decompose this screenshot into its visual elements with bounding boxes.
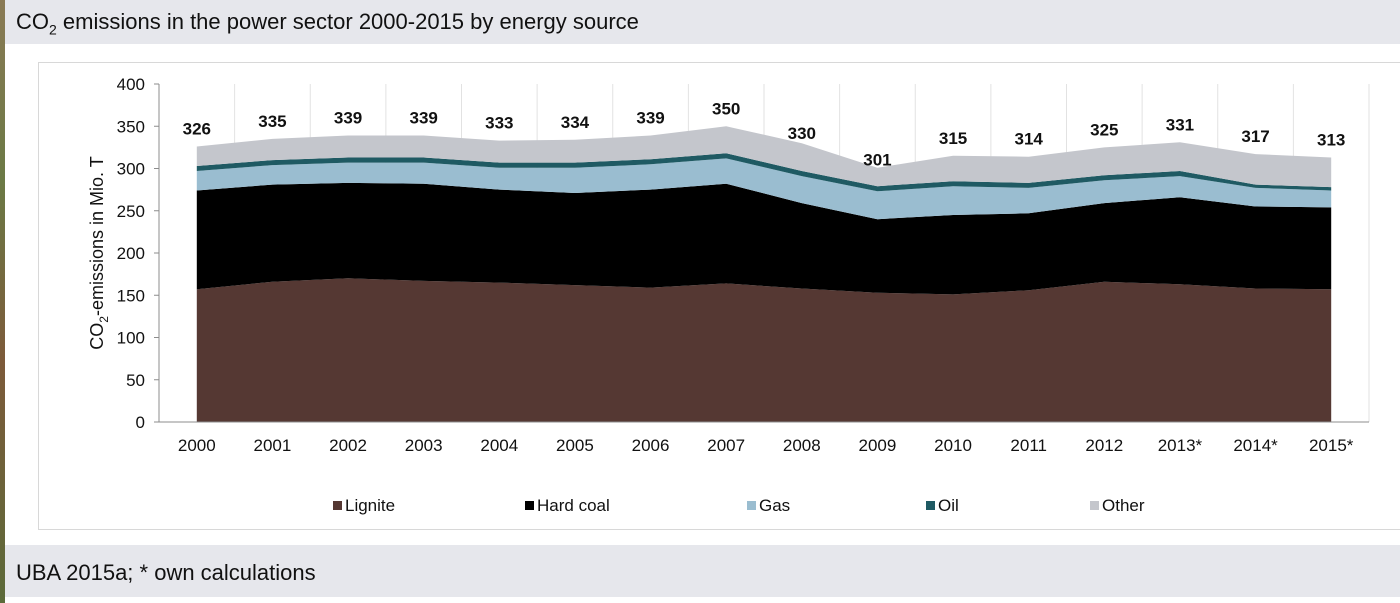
left-decoration-strip [0, 0, 5, 603]
total-label: 314 [1015, 130, 1044, 149]
x-tick-label: 2001 [254, 436, 292, 455]
total-label: 325 [1090, 120, 1118, 139]
x-tick-label: 2014* [1233, 436, 1278, 455]
legend-swatch-other [1090, 501, 1099, 510]
page-title: CO2 emissions in the power sector 2000-2… [16, 9, 639, 38]
total-label: 335 [258, 112, 286, 131]
legend: Lignite Hard coal Gas Oil Other [333, 496, 1145, 515]
total-label: 350 [712, 99, 740, 118]
y-tick-label: 250 [117, 202, 145, 221]
total-label: 333 [485, 114, 513, 133]
chart-panel: 0 50 100 150 200 250 300 350 400 2000 2001 2002 200… [38, 62, 1400, 530]
total-label: 339 [636, 109, 664, 128]
y-tick-label: 400 [117, 75, 145, 94]
y-tick-label: 0 [136, 413, 145, 432]
y-tick-label: 300 [117, 160, 145, 179]
total-label: 326 [183, 120, 211, 139]
stacked-area-chart: 0 50 100 150 200 250 300 350 400 2000 2001 2002 200… [87, 75, 1370, 515]
x-tick-label: 2007 [707, 436, 745, 455]
y-tick-label: 100 [117, 329, 145, 348]
legend-swatch-lignite [333, 501, 342, 510]
total-label: 330 [788, 124, 816, 143]
y-tick-label: 50 [126, 371, 145, 390]
x-tick-label: 2000 [178, 436, 216, 455]
total-label: 313 [1317, 131, 1345, 150]
x-tick-label: 2013* [1158, 436, 1203, 455]
x-tick-label: 2008 [783, 436, 821, 455]
x-tick-label: 2009 [859, 436, 897, 455]
area-other [196, 126, 1332, 188]
total-label: 317 [1241, 127, 1269, 146]
total-label: 339 [410, 109, 438, 128]
legend-label-hard-coal: Hard coal [537, 496, 610, 515]
x-tick-label: 2015* [1309, 436, 1354, 455]
legend-swatch-oil [926, 501, 935, 510]
x-tick-label: 2005 [556, 436, 594, 455]
total-label: 339 [334, 109, 362, 128]
title-bar: CO2 emissions in the power sector 2000-2… [5, 0, 1400, 44]
area-hard-coal [196, 182, 1332, 295]
y-tick-label: 350 [117, 117, 145, 136]
y-tick-label: 150 [117, 286, 145, 305]
y-tick-label: 200 [117, 244, 145, 263]
total-label: 315 [939, 129, 967, 148]
legend-swatch-gas [747, 501, 756, 510]
area-gas [196, 158, 1332, 220]
total-label: 331 [1166, 115, 1194, 134]
legend-label-oil: Oil [938, 496, 959, 515]
footer-bar: UBA 2015a; * own calculations [5, 545, 1400, 597]
area-lignite [196, 278, 1332, 422]
total-label: 301 [863, 151, 891, 170]
y-axis-label: CO2-emissions in Mio. T [87, 156, 111, 349]
legend-swatch-hard-coal [525, 501, 534, 510]
legend-label-gas: Gas [759, 496, 790, 515]
source-note: UBA 2015a; * own calculations [16, 560, 316, 585]
x-tick-label: 2004 [480, 436, 518, 455]
x-tick-label: 2006 [632, 436, 670, 455]
x-tick-label: 2003 [405, 436, 443, 455]
x-tick-label: 2010 [934, 436, 972, 455]
legend-label-other: Other [1102, 496, 1145, 515]
x-tick-label: 2002 [329, 436, 367, 455]
legend-label-lignite: Lignite [345, 496, 395, 515]
area-oil [196, 153, 1332, 192]
total-label: 334 [561, 113, 590, 132]
x-tick-label: 2012 [1085, 436, 1123, 455]
x-tick-label: 2011 [1010, 436, 1047, 455]
